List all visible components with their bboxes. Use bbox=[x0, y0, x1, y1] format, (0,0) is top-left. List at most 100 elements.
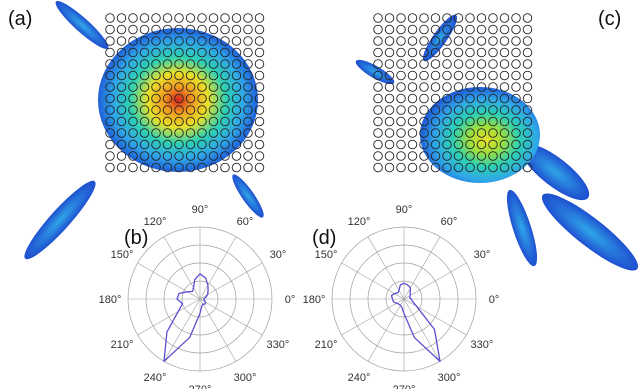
aperture-element bbox=[407, 116, 418, 127]
aperture-element bbox=[430, 36, 441, 46]
aperture-element bbox=[465, 82, 475, 92]
aperture-element bbox=[476, 105, 487, 115]
aperture-element bbox=[419, 70, 429, 81]
aperture-element bbox=[396, 13, 406, 23]
aperture-element bbox=[208, 24, 219, 35]
aperture-element bbox=[151, 93, 161, 104]
aperture-element bbox=[419, 24, 429, 35]
aperture-element bbox=[162, 162, 173, 173]
aperture-element bbox=[373, 105, 383, 115]
aperture-element bbox=[499, 139, 510, 150]
aperture-element bbox=[197, 59, 207, 69]
aperture-element bbox=[231, 47, 242, 58]
aperture-element bbox=[499, 47, 510, 58]
aperture-element bbox=[254, 151, 265, 161]
aperture-element bbox=[243, 13, 253, 23]
aperture-element bbox=[162, 93, 173, 104]
aperture-element bbox=[220, 82, 230, 92]
aperture-element bbox=[407, 93, 418, 104]
aperture-element bbox=[453, 59, 464, 69]
aperture-element bbox=[139, 36, 150, 46]
aperture-element bbox=[116, 24, 127, 35]
angle-tick-label: 210° bbox=[111, 339, 134, 351]
aperture-element bbox=[162, 59, 173, 69]
aperture-element bbox=[419, 36, 429, 46]
aperture-element bbox=[185, 82, 196, 92]
panel-a-heatmap bbox=[24, 1, 265, 260]
aperture-element bbox=[465, 128, 475, 138]
side-lobe bbox=[541, 193, 639, 271]
aperture-element bbox=[208, 116, 219, 127]
aperture-element bbox=[453, 36, 464, 46]
aperture-element bbox=[396, 139, 406, 150]
aperture-element bbox=[162, 13, 173, 23]
aperture-element bbox=[208, 93, 219, 104]
aperture-element bbox=[174, 93, 184, 104]
panel-label-b: (b) bbox=[124, 227, 148, 249]
aperture-element bbox=[197, 151, 207, 161]
aperture-element bbox=[254, 105, 265, 115]
aperture-element bbox=[465, 116, 475, 127]
aperture-element bbox=[254, 139, 265, 150]
aperture-element bbox=[511, 70, 521, 81]
aperture-element bbox=[488, 47, 498, 58]
aperture-element bbox=[105, 24, 115, 35]
aperture-element bbox=[128, 82, 138, 92]
aperture-element bbox=[488, 70, 498, 81]
aperture-element bbox=[488, 162, 498, 173]
aperture-element bbox=[243, 24, 253, 35]
main-beam-region bbox=[98, 28, 258, 172]
aperture-element bbox=[243, 128, 253, 138]
side-lobe bbox=[422, 14, 458, 62]
polar-spoke bbox=[341, 298, 405, 336]
aperture-element bbox=[430, 93, 441, 104]
aperture-element bbox=[128, 105, 138, 115]
aperture-element bbox=[139, 47, 150, 58]
aperture-element bbox=[465, 105, 475, 115]
aperture-element bbox=[128, 139, 138, 150]
aperture-element bbox=[488, 151, 498, 161]
aperture-element bbox=[116, 139, 127, 150]
aperture-element bbox=[522, 116, 533, 127]
aperture-element bbox=[185, 93, 196, 104]
aperture-element bbox=[220, 93, 230, 104]
aperture-element bbox=[116, 162, 127, 173]
aperture-element bbox=[231, 59, 242, 69]
aperture-element bbox=[105, 59, 115, 69]
aperture-element bbox=[476, 128, 487, 138]
aperture-element bbox=[453, 70, 464, 81]
aperture-element bbox=[197, 139, 207, 150]
aperture-element bbox=[128, 128, 138, 138]
aperture-element bbox=[254, 24, 265, 35]
aperture-element bbox=[384, 139, 395, 150]
aperture-element bbox=[231, 162, 242, 173]
aperture-element bbox=[139, 24, 150, 35]
aperture-element bbox=[453, 151, 464, 161]
aperture-element bbox=[128, 151, 138, 161]
main-beam-region bbox=[420, 87, 540, 183]
aperture-element bbox=[197, 47, 207, 58]
polar-plot-b: 0° 30° 60° 90° 120° 150° 180° 210° 240° 270° 300° 3… bbox=[99, 204, 296, 389]
radiation-pattern-line bbox=[390, 282, 441, 363]
aperture-element bbox=[430, 105, 441, 115]
aperture-element bbox=[243, 36, 253, 46]
aperture-element bbox=[419, 116, 429, 127]
aperture-element bbox=[220, 24, 230, 35]
aperture-element bbox=[208, 36, 219, 46]
side-lobe bbox=[232, 174, 264, 218]
aperture-element bbox=[128, 93, 138, 104]
aperture-element bbox=[220, 36, 230, 46]
aperture-element bbox=[243, 105, 253, 115]
aperture-element bbox=[442, 151, 452, 161]
aperture-element bbox=[499, 82, 510, 92]
aperture-element bbox=[151, 162, 161, 173]
aperture-element bbox=[197, 82, 207, 92]
aperture-element bbox=[243, 47, 253, 58]
aperture-element bbox=[139, 128, 150, 138]
aperture-element bbox=[442, 70, 452, 81]
aperture-element bbox=[476, 162, 487, 173]
aperture-element bbox=[174, 105, 184, 115]
aperture-element bbox=[430, 116, 441, 127]
aperture-element bbox=[231, 24, 242, 35]
